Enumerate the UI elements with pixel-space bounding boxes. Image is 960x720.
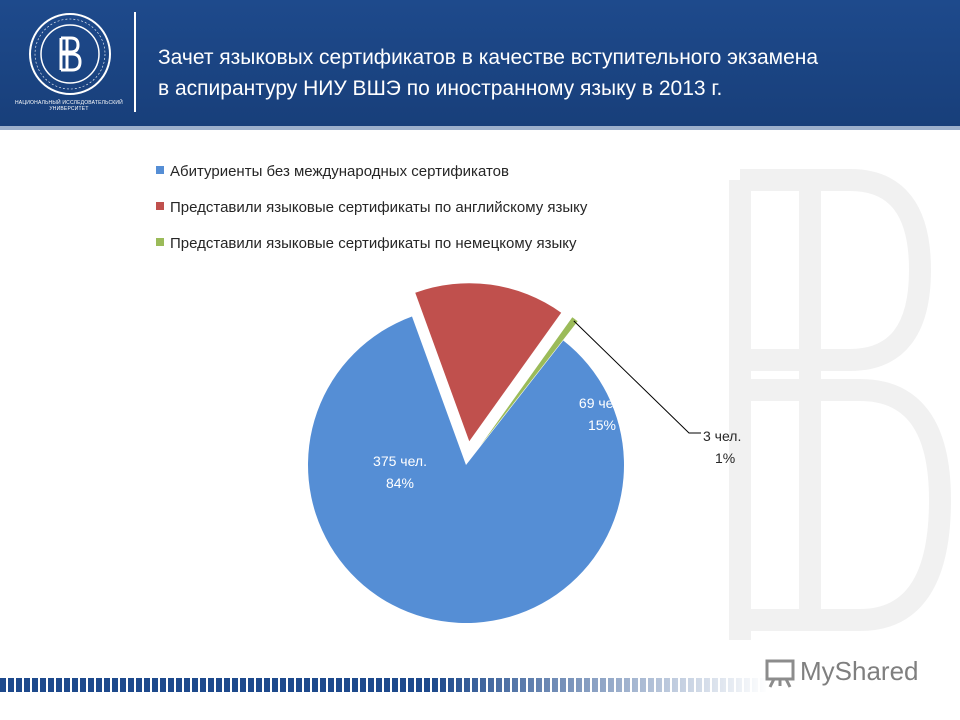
data-label-count-no-certificate: 375 чел. [373, 453, 427, 469]
data-label-percent-english-certificate: 15% [588, 417, 616, 433]
hse-logo-icon [29, 13, 111, 95]
hse-watermark-icon [729, 169, 952, 640]
data-label-count-english-certificate: 69 чел. [579, 395, 625, 411]
brand-name: MyShared [800, 656, 919, 686]
legend-item-no-certificate: Абитуриенты без международных сертификат… [156, 162, 509, 182]
footer-fade [0, 678, 960, 692]
pie-slice-no-certificate [308, 316, 624, 623]
title-line-1: Зачет языковых сертификатов в качестве в… [158, 46, 819, 69]
legend-swatch-no-certificate [156, 166, 164, 174]
logo-divider [134, 12, 136, 112]
presentation-icon [765, 659, 795, 688]
leader-line-german-certificate [573, 320, 701, 434]
pie-slice-german-certificate [480, 317, 578, 446]
header-band [0, 0, 960, 126]
data-label-percent-no-certificate: 84% [386, 475, 414, 491]
legend-swatch-german-certificate [156, 238, 164, 246]
pie-slice-english-certificate [415, 283, 562, 442]
legend-item-english-certificate: Представили языковые сертификаты по англ… [156, 198, 587, 218]
legend-swatch-english-certificate [156, 202, 164, 210]
title-line-2: в аспирантуру НИУ ВШЭ по иностранному яз… [158, 77, 723, 100]
legend-label-english-certificate: Представили языковые сертификаты по англ… [170, 199, 588, 216]
logo-caption: НАЦИОНАЛЬНЫЙ ИССЛЕДОВАТЕЛЬСКИЙ УНИВЕРСИТ… [15, 100, 123, 112]
data-label-count-german-certificate: 3 чел. [703, 428, 741, 444]
page-title: Зачет языковых сертификатов в качестве в… [158, 42, 938, 104]
header-rule [0, 126, 960, 130]
legend-item-german-certificate: Представили языковые сертификаты по неме… [156, 234, 576, 254]
legend-label-german-certificate: Представили языковые сертификаты по неме… [170, 235, 577, 252]
data-label-percent-german-certificate: 1% [715, 450, 735, 466]
legend-label-no-certificate: Абитуриенты без международных сертификат… [170, 163, 509, 180]
